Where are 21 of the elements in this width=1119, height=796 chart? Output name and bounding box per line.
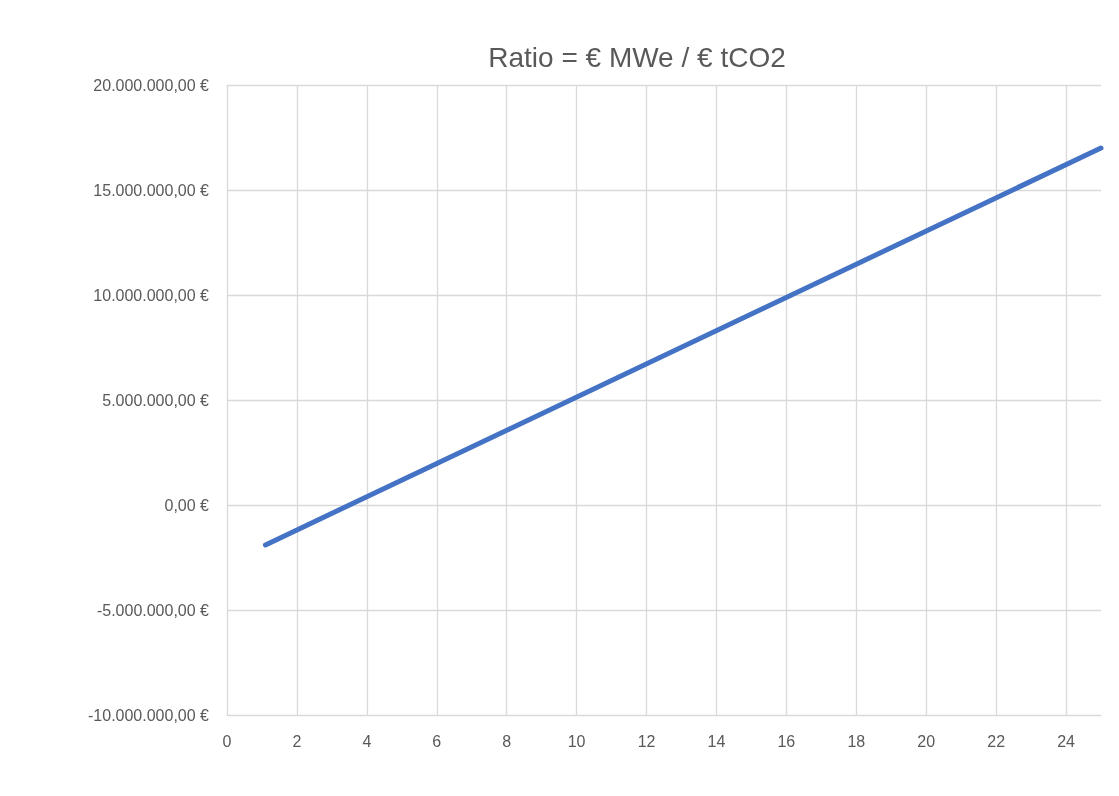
x-tick-label: 20 xyxy=(917,732,936,750)
x-tick-label: 10 xyxy=(567,732,586,750)
x-tick-label: 24 xyxy=(1057,732,1076,750)
y-tick-label: 10.000.000,00 € xyxy=(93,286,210,304)
x-tick-label: 2 xyxy=(292,732,302,750)
y-tick-label: 0,00 € xyxy=(164,496,210,514)
chart-title: Ratio = € MWe / € tCO2 xyxy=(488,41,786,73)
x-tick-label: 8 xyxy=(502,732,512,750)
x-tick-label: 0 xyxy=(222,732,232,750)
x-tick-label: 18 xyxy=(847,732,866,750)
y-tick-label: -10.000.000,00 € xyxy=(88,706,210,724)
x-tick-label: 16 xyxy=(777,732,796,750)
x-tick-label: 6 xyxy=(432,732,442,750)
x-tick-label: 12 xyxy=(637,732,656,750)
y-tick-label: -5.000.000,00 € xyxy=(96,601,210,619)
x-tick-label: 22 xyxy=(987,732,1006,750)
x-tick-label: 4 xyxy=(362,732,372,750)
y-tick-label: 5.000.000,00 € xyxy=(102,391,210,409)
y-tick-label: 15.000.000,00 € xyxy=(93,181,210,199)
y-tick-label: 20.000.000,00 € xyxy=(93,76,210,94)
x-tick-label: 14 xyxy=(707,732,726,750)
